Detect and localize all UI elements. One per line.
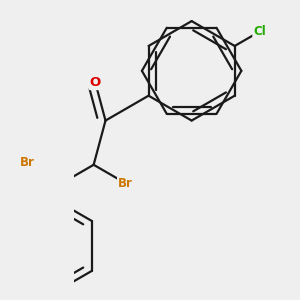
Text: O: O bbox=[90, 76, 101, 89]
Text: Cl: Cl bbox=[253, 25, 266, 38]
Text: Br: Br bbox=[20, 156, 34, 169]
Text: Br: Br bbox=[118, 177, 133, 190]
